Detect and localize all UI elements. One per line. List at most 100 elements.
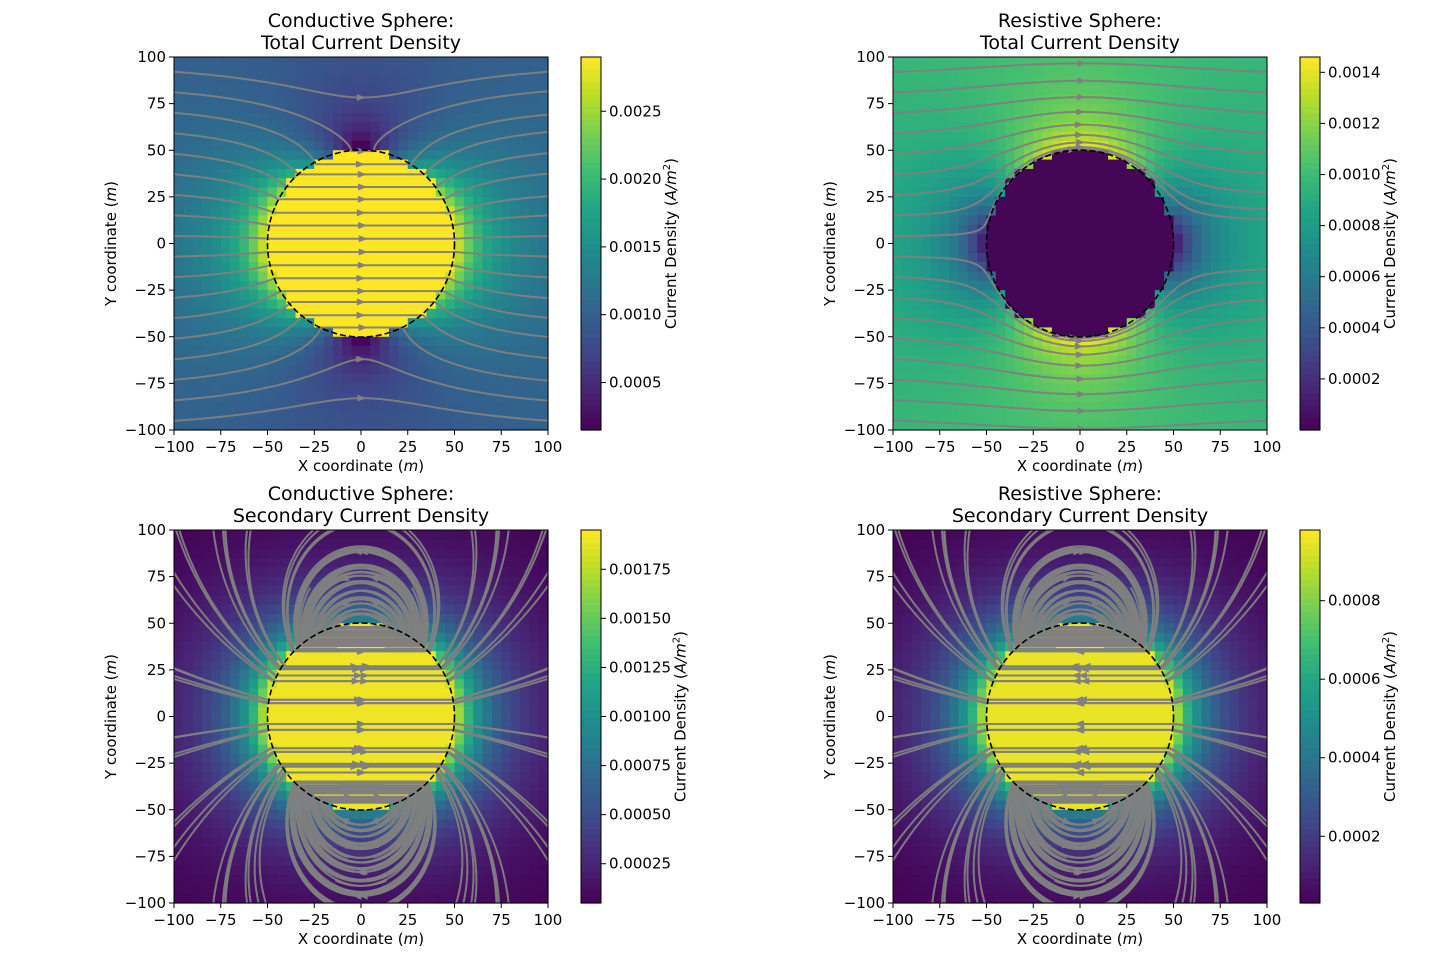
- heatmap-cell: [473, 308, 484, 319]
- x-tick-label: 100: [1253, 438, 1282, 456]
- heatmap-cell: [1051, 299, 1062, 310]
- heatmap-cell: [1173, 411, 1184, 422]
- heatmap-cell: [351, 187, 362, 198]
- heatmap-cell: [463, 772, 474, 783]
- heatmap-cell: [1173, 57, 1184, 67]
- heatmap-cell: [379, 420, 390, 431]
- heatmap-cell: [417, 364, 428, 375]
- heatmap-cell: [1248, 103, 1259, 114]
- heatmap-cell: [1080, 168, 1090, 179]
- heatmap-cell: [958, 168, 969, 179]
- heatmap-cell: [921, 178, 931, 189]
- heatmap-cell: [398, 262, 409, 273]
- heatmap-cell: [1238, 243, 1249, 254]
- heatmap-cell: [1080, 112, 1090, 123]
- heatmap-cell: [183, 753, 194, 764]
- heatmap-cell: [1033, 224, 1044, 235]
- heatmap-cell: [1154, 84, 1165, 95]
- heatmap-cell: [1173, 224, 1184, 235]
- heatmap-cell: [1126, 75, 1137, 86]
- heatmap-cell: [482, 613, 493, 624]
- heatmap-cell: [1014, 187, 1025, 198]
- heatmap-cell: [939, 290, 950, 301]
- heatmap-cell: [529, 392, 540, 403]
- heatmap-cell: [1042, 159, 1053, 170]
- heatmap-cell: [473, 318, 484, 329]
- heatmap-cell: [1238, 168, 1249, 179]
- heatmap-cell: [986, 355, 997, 366]
- heatmap-cell: [342, 94, 353, 105]
- heatmap-cell: [1154, 215, 1165, 226]
- heatmap-cell: [445, 707, 456, 718]
- heatmap-cell: [220, 103, 231, 114]
- heatmap-cell: [902, 159, 913, 170]
- heatmap-cell: [286, 875, 297, 885]
- heatmap-cell: [1108, 420, 1118, 431]
- heatmap-cell: [230, 781, 241, 792]
- heatmap-cell: [370, 308, 381, 319]
- heatmap-cell: [183, 585, 194, 596]
- heatmap-cell: [1051, 392, 1062, 403]
- heatmap-cell: [473, 884, 484, 895]
- heatmap-cell: [921, 411, 931, 422]
- heatmap-cell: [1098, 94, 1109, 105]
- heatmap-cell: [967, 187, 978, 198]
- heatmap-cell: [902, 374, 913, 384]
- heatmap-cell: [1108, 290, 1118, 301]
- heatmap-cell: [304, 271, 315, 282]
- heatmap-cell: [1248, 271, 1259, 282]
- heatmap-cell: [1145, 159, 1156, 170]
- heatmap-cell: [1210, 252, 1221, 263]
- heatmap-cell: [323, 567, 334, 578]
- colorbar-segment: [581, 386, 601, 394]
- heatmap-cell: [1192, 94, 1203, 105]
- heatmap-cell: [370, 327, 381, 338]
- heatmap-cell: [435, 112, 446, 123]
- heatmap-cell: [202, 122, 212, 133]
- heatmap-cell: [174, 875, 184, 885]
- heatmap-cell: [1023, 75, 1034, 86]
- heatmap-cell: [389, 763, 399, 774]
- heatmap-cell: [454, 196, 465, 207]
- heatmap-cell: [230, 57, 241, 67]
- heatmap-cell: [463, 308, 474, 319]
- heatmap-cell: [1164, 122, 1175, 133]
- heatmap-cell: [389, 178, 399, 189]
- heatmap-cell: [426, 856, 437, 867]
- heatmap-cell: [258, 215, 269, 226]
- heatmap-cell: [379, 688, 390, 699]
- x-axis-label-prefix: X coordinate (: [1017, 457, 1123, 475]
- heatmap-cell: [510, 187, 521, 198]
- heatmap-cell: [304, 196, 315, 207]
- heatmap-cell: [211, 856, 222, 867]
- heatmap-cell: [295, 716, 306, 727]
- heatmap-cell: [342, 215, 353, 226]
- heatmap-cell: [1145, 355, 1156, 366]
- heatmap-cell: [1210, 66, 1221, 77]
- heatmap-cell: [491, 800, 502, 811]
- heatmap-cell: [491, 392, 502, 403]
- heatmap-cell: [174, 865, 184, 876]
- colorbar-segment: [581, 361, 601, 369]
- heatmap-cell: [1136, 420, 1147, 431]
- heatmap-cell: [1089, 150, 1100, 161]
- heatmap-cell: [1173, 140, 1184, 151]
- heatmap-cell: [239, 327, 250, 338]
- heatmap-cell: [1154, 308, 1165, 319]
- heatmap-cell: [314, 84, 325, 95]
- heatmap-cell: [220, 364, 231, 375]
- colorbar-segment: [581, 94, 601, 102]
- heatmap-cell: [230, 856, 241, 867]
- heatmap-cell: [361, 374, 371, 384]
- heatmap-cell: [1033, 57, 1044, 67]
- heatmap-cell: [454, 308, 465, 319]
- heatmap-cell: [258, 585, 269, 596]
- heatmap-cell: [220, 290, 231, 301]
- heatmap-cell: [230, 819, 241, 829]
- heatmap-cell: [276, 865, 287, 876]
- heatmap-cell: [902, 187, 913, 198]
- heatmap-cell: [435, 809, 446, 820]
- heatmap-cell: [445, 243, 456, 254]
- heatmap-cell: [491, 669, 502, 680]
- heatmap-cell: [323, 131, 334, 142]
